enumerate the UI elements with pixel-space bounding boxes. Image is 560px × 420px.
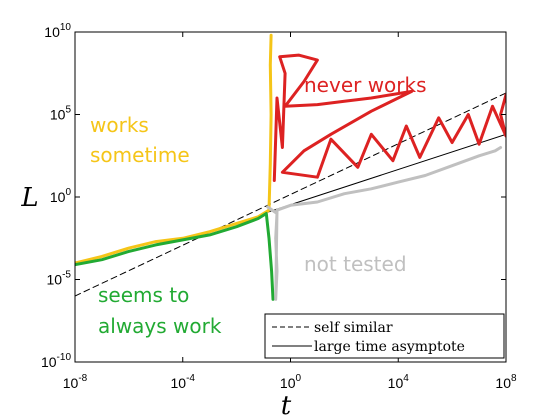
annotation-not-tested: not tested: [304, 252, 407, 276]
series-large-time-asymptote: [263, 133, 506, 214]
plot-frame: [74, 31, 507, 363]
x-axis-label: t: [281, 391, 292, 420]
legend-box: [264, 313, 505, 359]
annotation-never-works: never works: [304, 73, 427, 97]
legend-label-large-time-asymptote: large time asymptote: [314, 339, 465, 355]
legend-label-self-similar: self similar: [314, 320, 393, 336]
y-tick-label: 1010: [44, 22, 71, 40]
annotation-works-sometime: works: [90, 113, 149, 137]
x-tick-label: 100: [280, 373, 302, 391]
y-axis-label: L: [20, 183, 38, 213]
annotation-seems-to-work: always work: [98, 314, 222, 338]
x-tick-label: 108: [495, 373, 517, 391]
x-tick-label: 104: [388, 373, 410, 391]
y-tick-label: 10-10: [41, 352, 71, 370]
x-tick-label: 10-8: [63, 373, 88, 391]
series-seems-to-always-work: [75, 212, 275, 301]
series-works-sometime: [75, 33, 273, 265]
y-tick-label: 10-5: [47, 270, 72, 288]
annotation-seems-to-work: seems to: [98, 283, 189, 307]
series-not-tested: [266, 146, 503, 301]
y-tick-label: 105: [50, 105, 72, 123]
x-tick-label: 10-4: [171, 373, 196, 391]
annotation-works-sometime: sometime: [90, 143, 190, 167]
y-tick-label: 100: [50, 187, 72, 205]
series-never-works: [272, 53, 506, 182]
